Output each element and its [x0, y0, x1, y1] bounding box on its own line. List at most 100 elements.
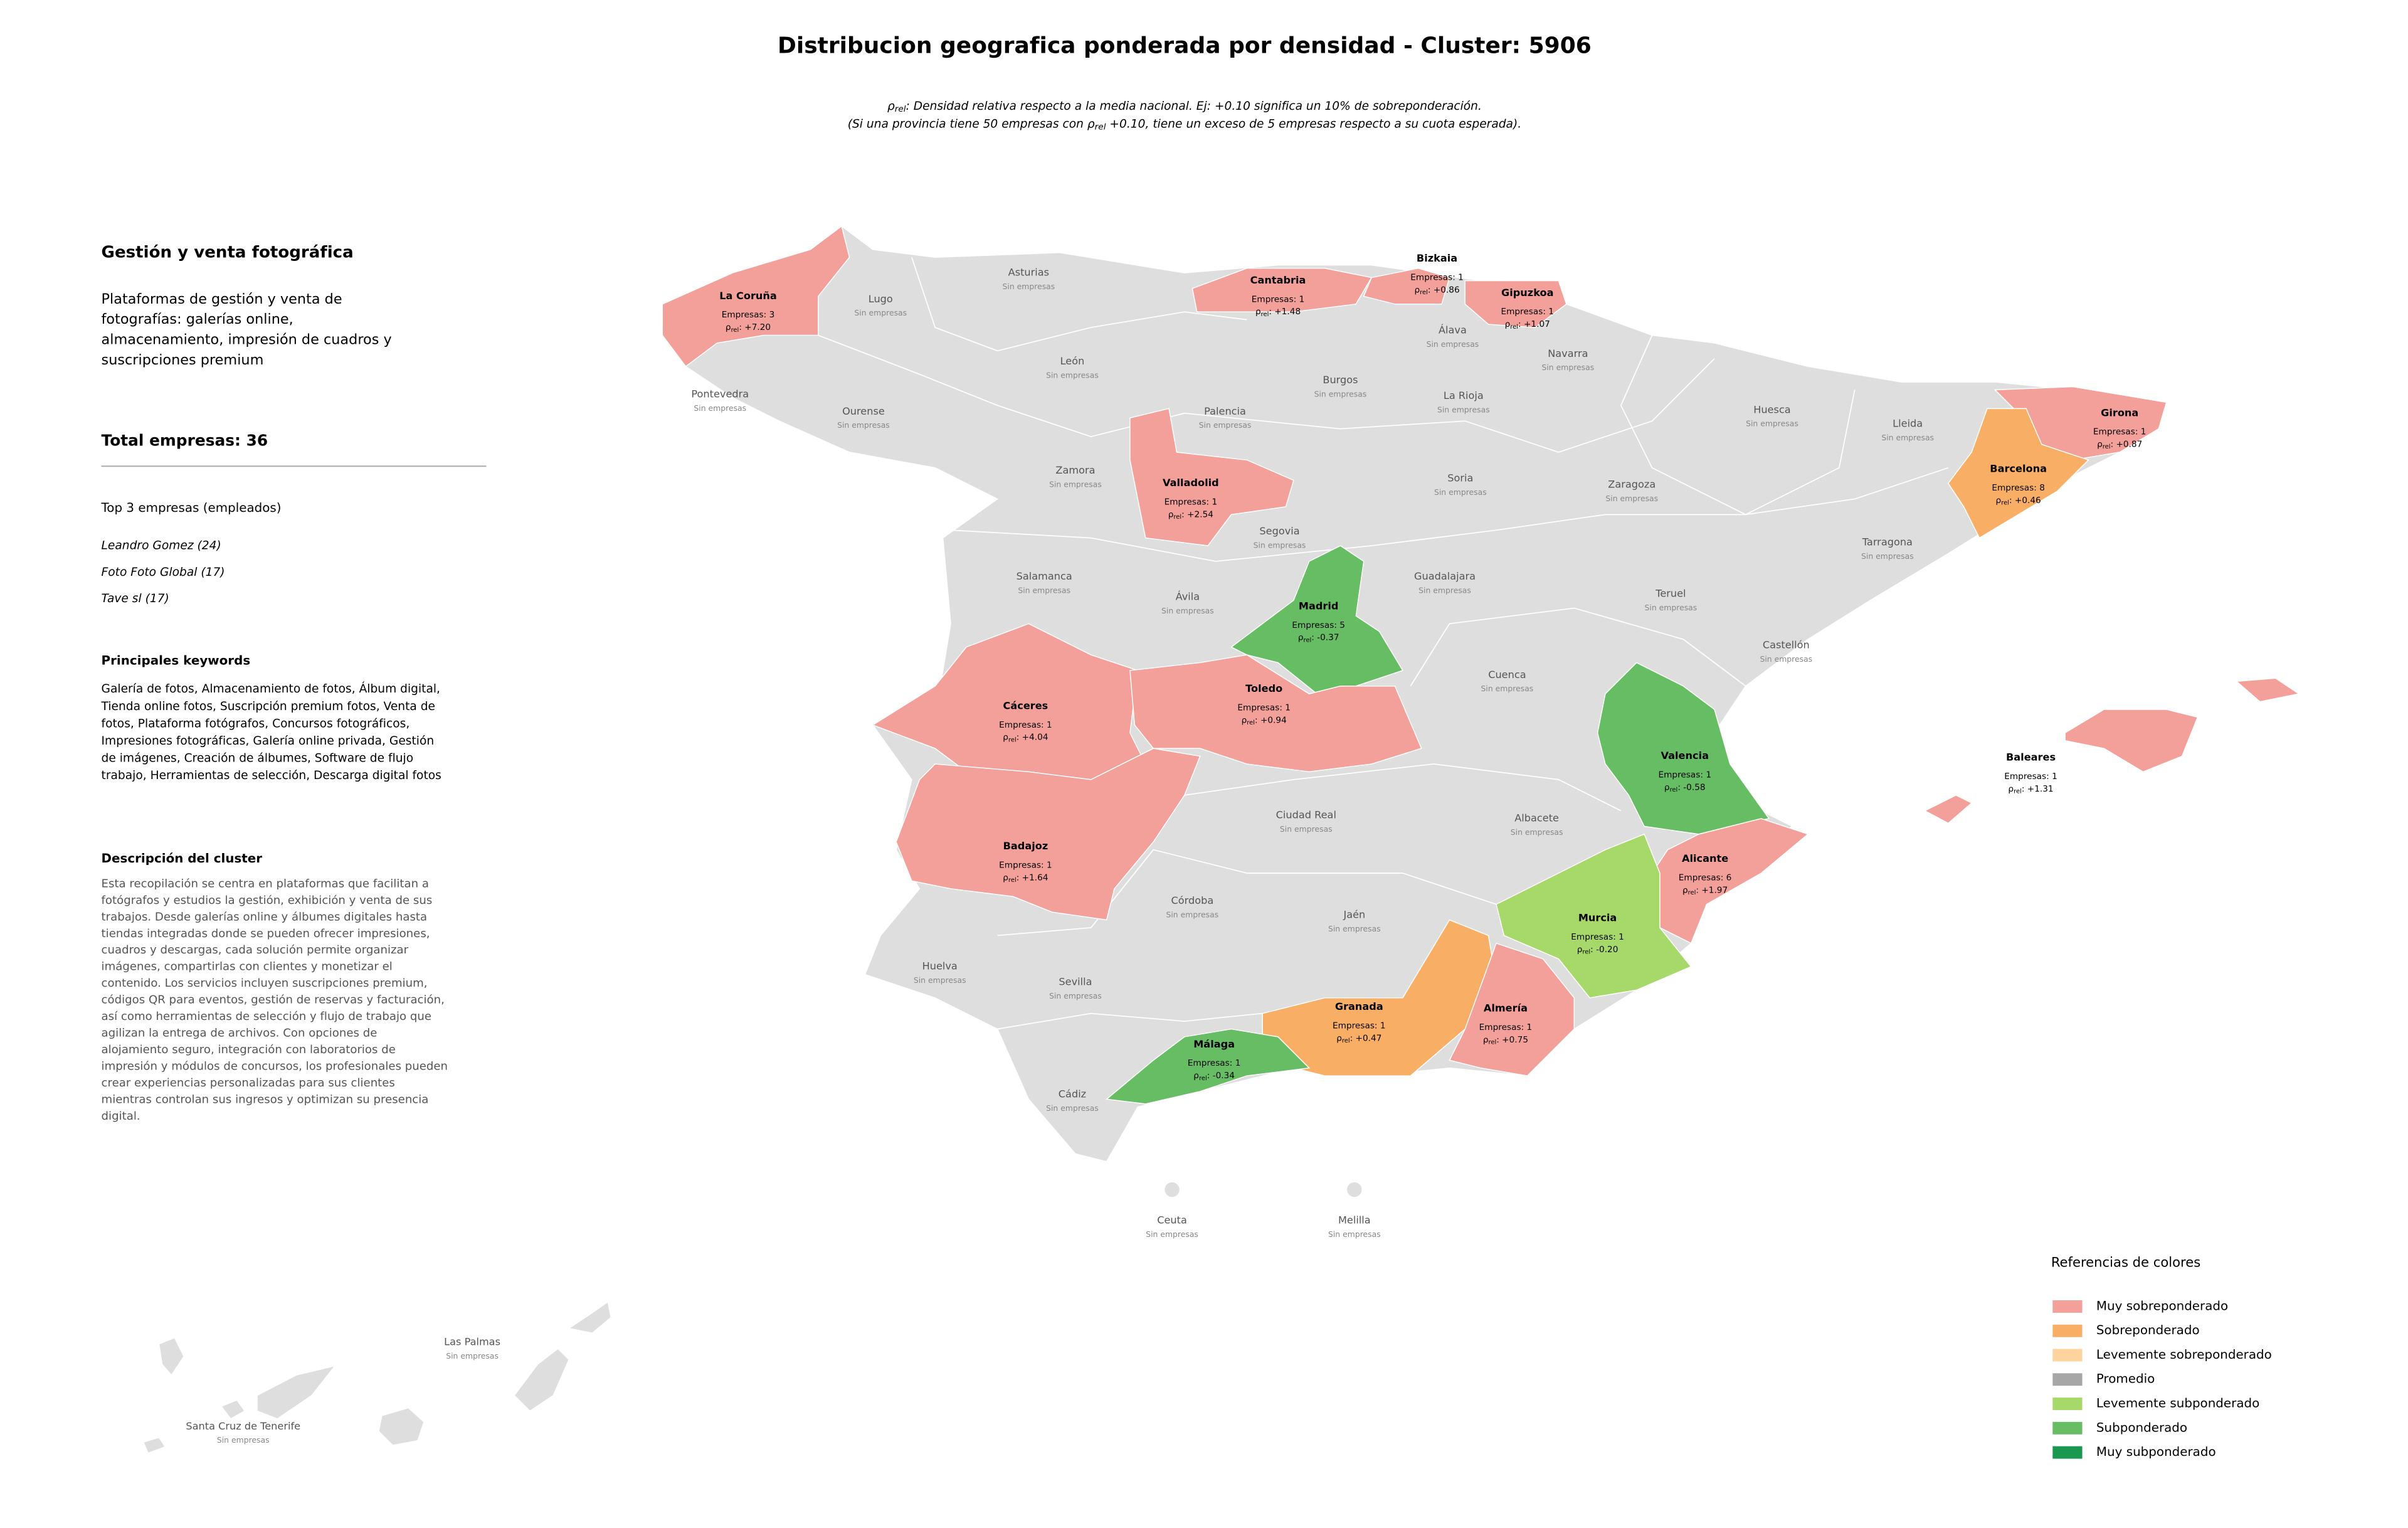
- canary-island: [158, 1337, 185, 1376]
- province-label: Lugo Sin empresas: [854, 293, 907, 317]
- province-shape: [1496, 833, 1692, 999]
- province-count: Empresas: 1: [1501, 307, 1554, 317]
- province-rho: ρrel: +0.94: [1242, 715, 1287, 726]
- melilla-shape: [1346, 1181, 1363, 1198]
- province-name: Navarra: [1548, 348, 1588, 359]
- keywords-line: fotos, Plataforma fotógrafos, Concursos …: [102, 717, 410, 730]
- border: [818, 334, 1715, 453]
- legend-swatch: [2052, 1373, 2083, 1386]
- rho-symbol: ρ: [2008, 784, 2014, 794]
- canary-island: [568, 1301, 612, 1334]
- rho-symbol: ρ: [1577, 945, 1583, 955]
- province-label: La Rioja Sin empresas: [1437, 390, 1490, 414]
- province-count: Empresas: 1: [1188, 1058, 1241, 1068]
- province-shape: [1129, 408, 1294, 546]
- province-status: Sin empresas: [1254, 541, 1306, 550]
- keywords-line: de imágenes, Creación de álbumes, Softwa…: [102, 752, 414, 765]
- province-name: Lugo: [869, 293, 893, 305]
- legend-label: Promedio: [2096, 1372, 2155, 1386]
- canary-island: [514, 1348, 570, 1412]
- rho-sub: rel: [2103, 443, 2111, 450]
- province-label: Ourense Sin empresas: [837, 405, 890, 430]
- province-rho: ρrel: +1.48: [1255, 307, 1301, 318]
- description-line: digital.: [102, 1110, 140, 1123]
- rho-value: : +0.94: [1255, 715, 1287, 725]
- description-line: así como herramientas de selección y flu…: [102, 1010, 432, 1023]
- province-count: Empresas: 1: [1164, 497, 1218, 507]
- province-name: Zamora: [1055, 464, 1095, 476]
- province-label: Melilla Sin empresas: [1328, 1214, 1381, 1239]
- rho-sub: rel: [1199, 1075, 1207, 1082]
- province-name: Jaén: [1343, 909, 1365, 921]
- province-name: Málaga: [1193, 1038, 1235, 1050]
- province-name: Bizkaia: [1417, 252, 1457, 264]
- province-label: Barcelona Empresas: 8 ρrel: +0.46: [1990, 463, 2047, 507]
- province-label: Zaragoza Sin empresas: [1605, 479, 1658, 503]
- rho-value: : +2.54: [1181, 509, 1213, 519]
- province-status: Sin empresas: [1018, 586, 1070, 595]
- province-name: Alicante: [1682, 852, 1728, 864]
- subscript: rel: [1095, 122, 1106, 132]
- province-label: Huesca Sin empresas: [1746, 403, 1798, 428]
- province-label: Cáceres Empresas: 1 ρrel: +4.04: [999, 700, 1052, 744]
- province-shape: [662, 225, 850, 368]
- rho-value: : +1.64: [1017, 873, 1048, 883]
- province-status: Sin empresas: [854, 308, 907, 317]
- province-shape: [1449, 942, 1575, 1076]
- province-name: Valladolid: [1163, 477, 1219, 489]
- keywords-heading: Principales keywords: [102, 653, 251, 667]
- rho-value: : +1.48: [1269, 307, 1301, 317]
- province-status: Sin empresas: [1046, 371, 1099, 380]
- province-count: Empresas: 1: [1410, 273, 1464, 283]
- province-status: Sin empresas: [1541, 363, 1594, 372]
- province-status: Sin empresas: [1511, 827, 1563, 837]
- province-count: Empresas: 6: [1679, 873, 1732, 883]
- province-name: Soria: [1447, 472, 1473, 484]
- rho-sub: rel: [1342, 1037, 1350, 1044]
- province-label: Soria Sin empresas: [1434, 472, 1487, 497]
- border: [1184, 763, 1622, 812]
- rho-symbol: ρ: [1168, 509, 1174, 519]
- province-label: Girona Empresas: 1 ρrel: +0.87: [2093, 406, 2147, 450]
- province-shape: [1191, 267, 1373, 312]
- province-label: Granada Empresas: 1 ρrel: +0.47: [1333, 1000, 1386, 1044]
- description-line: contenido. Los servicios incluyen suscri…: [102, 977, 428, 990]
- province-count: Empresas: 1: [1479, 1022, 1533, 1032]
- legend-label: Muy subponderado: [2096, 1445, 2216, 1459]
- province-rho: ρrel: -0.37: [1298, 633, 1339, 644]
- province-label: Badajoz Empresas: 1 ρrel: +1.64: [999, 840, 1052, 884]
- province-label: Asturias Sin empresas: [1003, 267, 1055, 291]
- title: Distribucion geografica ponderada por de…: [778, 33, 1592, 59]
- province-shape: [1230, 545, 1404, 694]
- province-name: Salamanca: [1017, 570, 1072, 582]
- province-name: La Coruña: [719, 290, 777, 302]
- rho-sub: rel: [1510, 324, 1518, 331]
- ceuta-shape: [1163, 1181, 1181, 1198]
- province-rho: ρrel: -0.58: [1664, 782, 1706, 793]
- province-name: Teruel: [1655, 588, 1686, 600]
- keywords-line: trabajo, Herramientas de selección, Desc…: [102, 769, 441, 782]
- province-name: Cádiz: [1059, 1088, 1086, 1100]
- province-status: Sin empresas: [1760, 654, 1812, 664]
- province-name: Ourense: [842, 405, 885, 417]
- province-label: Teruel Sin empresas: [1645, 588, 1698, 612]
- province-name: Toledo: [1245, 682, 1282, 694]
- rho-value: : +0.47: [1350, 1033, 1382, 1043]
- province-name: Palencia: [1204, 405, 1246, 417]
- rho-symbol: ρ: [1682, 885, 1688, 895]
- province-name: Lleida: [1893, 418, 1923, 430]
- subtitle-text: +0.10, tiene un exceso de 5 empresas res…: [1106, 117, 1521, 130]
- total: Total empresas: 36: [102, 432, 268, 450]
- province-name: Asturias: [1008, 267, 1049, 279]
- province-count: Empresas: 1: [1658, 770, 1711, 780]
- province-shape: [1651, 818, 1809, 944]
- rho-sub: rel: [731, 327, 739, 334]
- province-status: Sin empresas: [1427, 339, 1479, 349]
- province-name: Santa Cruz de Tenerife: [186, 1420, 300, 1432]
- province-status: Sin empresas: [1328, 924, 1381, 933]
- province-count: Empresas: 1: [1237, 703, 1291, 713]
- description-line: agilizan la entrega de archivos. Con opc…: [102, 1027, 378, 1040]
- province-rho: ρrel: +0.86: [1414, 285, 1459, 296]
- province-label: Segovia Sin empresas: [1254, 525, 1306, 549]
